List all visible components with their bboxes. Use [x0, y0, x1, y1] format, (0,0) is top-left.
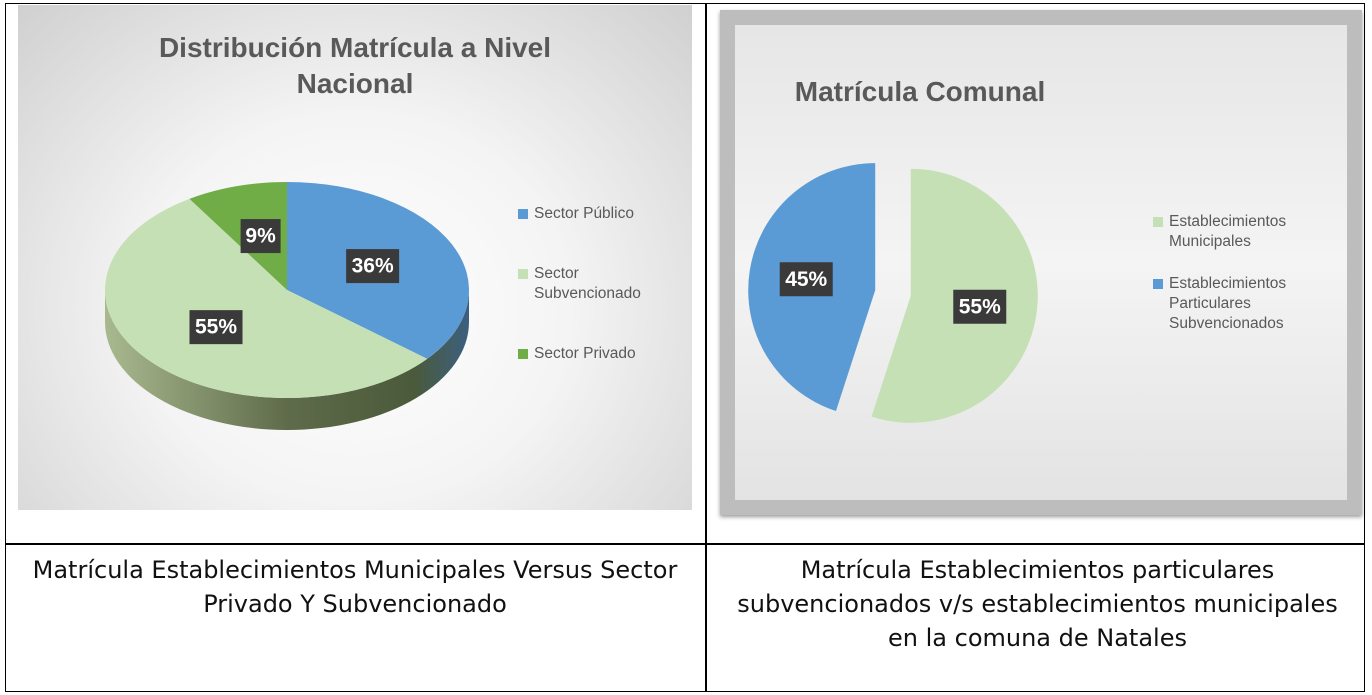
- table-border: [705, 3, 707, 692]
- legend-label: Sector Público: [534, 205, 634, 222]
- legend-item: Sector Privado: [518, 344, 678, 364]
- data-label-box: [779, 262, 833, 297]
- legend-label: Establecimientos Particulares Subvencion…: [1169, 275, 1287, 332]
- legend-item: Sector Subvencionado: [518, 264, 678, 304]
- legend-swatch: [1153, 217, 1163, 227]
- data-label: 9%: [245, 225, 276, 248]
- legend-item: Establecimientos Municipales: [1153, 212, 1323, 252]
- legend-label: Sector Subvencionado: [534, 265, 641, 302]
- legend-swatch: [518, 269, 528, 279]
- data-label-box: [346, 249, 400, 284]
- caption: Matrícula Establecimientos Municipales V…: [32, 556, 678, 618]
- data-label: 36%: [352, 255, 394, 278]
- data-label-box: [953, 289, 1007, 324]
- legend-swatch: [518, 349, 528, 359]
- data-label: 55%: [959, 295, 1001, 318]
- pie-side: [105, 290, 469, 430]
- pie-slice: [104, 198, 428, 398]
- legend-item: Establecimientos Particulares Subvencion…: [1153, 274, 1323, 334]
- chart-title: Distribución Matrícula a Nivel Nacional: [158, 32, 552, 99]
- legend: Sector Público Sector Subvencionado Sector…: [518, 204, 678, 364]
- data-label-box: [240, 219, 281, 254]
- data-label: 55%: [195, 316, 237, 339]
- chart-title: Matrícula Comunal: [794, 76, 1046, 107]
- legend-swatch: [518, 209, 528, 219]
- legend-item: Sector Público: [518, 204, 678, 224]
- table-border: [5, 543, 1365, 545]
- legend-label: Establecimientos Municipales: [1169, 213, 1287, 250]
- caption: Matrícula Establecimientos particulares …: [737, 556, 1338, 652]
- data-label: 45%: [785, 268, 827, 291]
- pie-slice: [189, 182, 287, 290]
- legend: Establecimientos Municipales Establecimie…: [1153, 212, 1323, 334]
- legend-swatch: [1153, 279, 1163, 289]
- table-border: [5, 3, 1365, 692]
- legend-label: Sector Privado: [534, 345, 636, 362]
- data-label-box: [189, 310, 243, 345]
